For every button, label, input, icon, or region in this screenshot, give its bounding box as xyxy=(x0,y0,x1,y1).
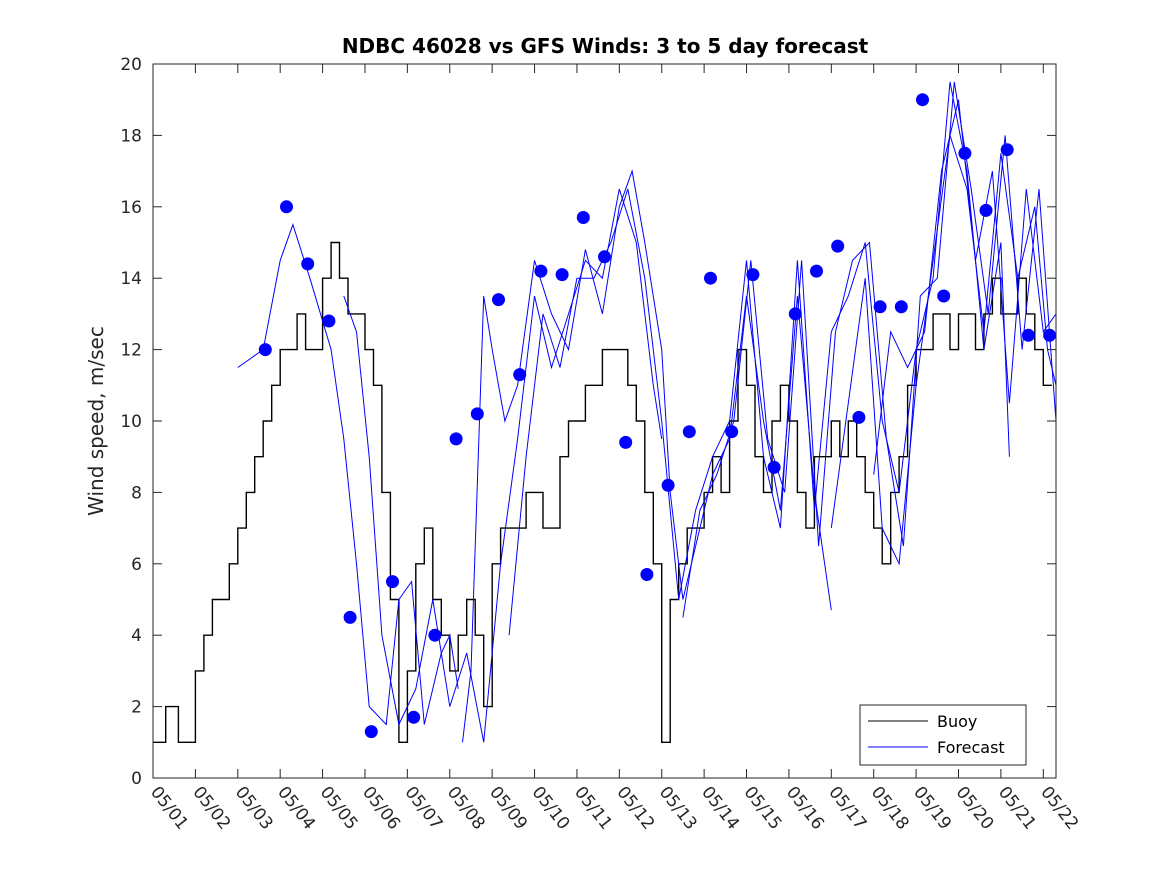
x-tick-label: 05/17 xyxy=(824,783,870,834)
buoy-series-line xyxy=(153,241,1052,743)
forecast-point xyxy=(1021,328,1035,342)
y-tick-label: 14 xyxy=(120,269,142,289)
x-tick-label: 05/21 xyxy=(994,783,1040,834)
x-tick-label: 05/07 xyxy=(400,783,446,834)
plot-area xyxy=(153,81,1056,743)
y-axis-label: Wind speed, m/sec xyxy=(84,326,108,516)
forecast-point xyxy=(555,268,569,282)
y-tick-label: 12 xyxy=(120,341,142,361)
forecast-point xyxy=(492,293,505,307)
x-tick-label: 05/19 xyxy=(909,783,955,834)
x-tick-label: 05/14 xyxy=(697,783,743,834)
forecast-point xyxy=(407,710,421,724)
forecast-point xyxy=(704,271,717,285)
forecast-run-line-7 xyxy=(873,99,1056,475)
x-tick-label: 05/02 xyxy=(188,783,234,834)
x-tick-label: 05/08 xyxy=(443,783,489,834)
y-tick-label: 10 xyxy=(120,412,142,432)
x-tick-label: 05/10 xyxy=(528,783,574,834)
forecast-point xyxy=(534,264,548,278)
y-tick-label: 6 xyxy=(131,555,142,575)
forecast-point xyxy=(640,568,654,581)
forecast-point xyxy=(979,203,993,217)
forecast-point xyxy=(1000,143,1014,157)
y-tick-label: 16 xyxy=(120,198,142,218)
forecast-point xyxy=(725,425,739,439)
forecast-point xyxy=(937,289,951,303)
legend-label-buoy: Buoy xyxy=(937,712,977,731)
forecast-point xyxy=(958,146,972,160)
x-tick-label: 05/01 xyxy=(146,783,192,834)
x-tick-label: 05/06 xyxy=(358,783,404,834)
y-tick-label: 0 xyxy=(131,769,142,789)
forecast-point xyxy=(513,368,527,382)
forecast-point xyxy=(831,239,845,253)
forecast-run-line-2 xyxy=(343,188,663,743)
forecast-point xyxy=(343,610,357,624)
x-tick-label: 05/12 xyxy=(612,783,658,834)
x-tick-label: 05/03 xyxy=(231,783,277,834)
x-tick-label: 05/22 xyxy=(1036,783,1082,834)
forecast-run-line-4 xyxy=(508,81,1010,636)
forecast-point xyxy=(364,725,378,739)
x-tick-label: 05/11 xyxy=(570,783,616,834)
forecast-point xyxy=(258,343,272,357)
forecast-point xyxy=(576,211,590,224)
forecast-point xyxy=(894,300,908,314)
forecast-run-line-5 xyxy=(682,81,1056,618)
forecast-point xyxy=(1043,328,1056,342)
chart-title: NDBC 46028 vs GFS Winds: 3 to 5 day fore… xyxy=(342,34,869,58)
legend-box xyxy=(859,704,1027,766)
x-tick-label: 05/16 xyxy=(782,783,828,834)
x-tick-label: 05/09 xyxy=(485,783,531,834)
y-tick-label: 2 xyxy=(131,698,142,718)
forecast-point xyxy=(280,200,293,214)
y-tick-label: 18 xyxy=(120,126,142,146)
legend: Buoy Forecast xyxy=(859,704,1027,766)
x-tick-label: 05/15 xyxy=(740,783,786,834)
forecast-point xyxy=(746,268,760,282)
forecast-point xyxy=(449,432,463,446)
x-tick-label: 05/20 xyxy=(952,783,998,834)
legend-label-forecast: Forecast xyxy=(937,738,1005,757)
x-tick-label: 05/18 xyxy=(867,783,913,834)
y-tick-label: 4 xyxy=(131,626,142,646)
forecast-point xyxy=(428,628,442,642)
forecast-point xyxy=(598,250,611,264)
forecast-point xyxy=(810,264,823,278)
forecast-point xyxy=(852,410,866,424)
forecast-point xyxy=(322,314,336,328)
forecast-point xyxy=(470,407,484,421)
forecast-point xyxy=(788,307,802,321)
y-tick-label: 20 xyxy=(120,55,142,75)
y-tick-label: 8 xyxy=(131,483,142,503)
x-tick-label: 05/13 xyxy=(655,783,701,834)
forecast-run-line-3 xyxy=(462,169,832,743)
forecast-point xyxy=(682,425,696,439)
forecast-point xyxy=(661,478,675,492)
forecast-point xyxy=(916,93,929,107)
forecast-point xyxy=(873,300,887,314)
forecast-point xyxy=(619,435,633,449)
forecast-run-line-1 xyxy=(237,223,459,726)
x-tick-label: 05/04 xyxy=(273,783,319,834)
forecast-point xyxy=(301,257,315,271)
axes-box xyxy=(152,63,1057,779)
forecast-point xyxy=(767,460,781,474)
x-tick-label: 05/05 xyxy=(316,783,362,834)
forecast-point xyxy=(386,575,399,589)
